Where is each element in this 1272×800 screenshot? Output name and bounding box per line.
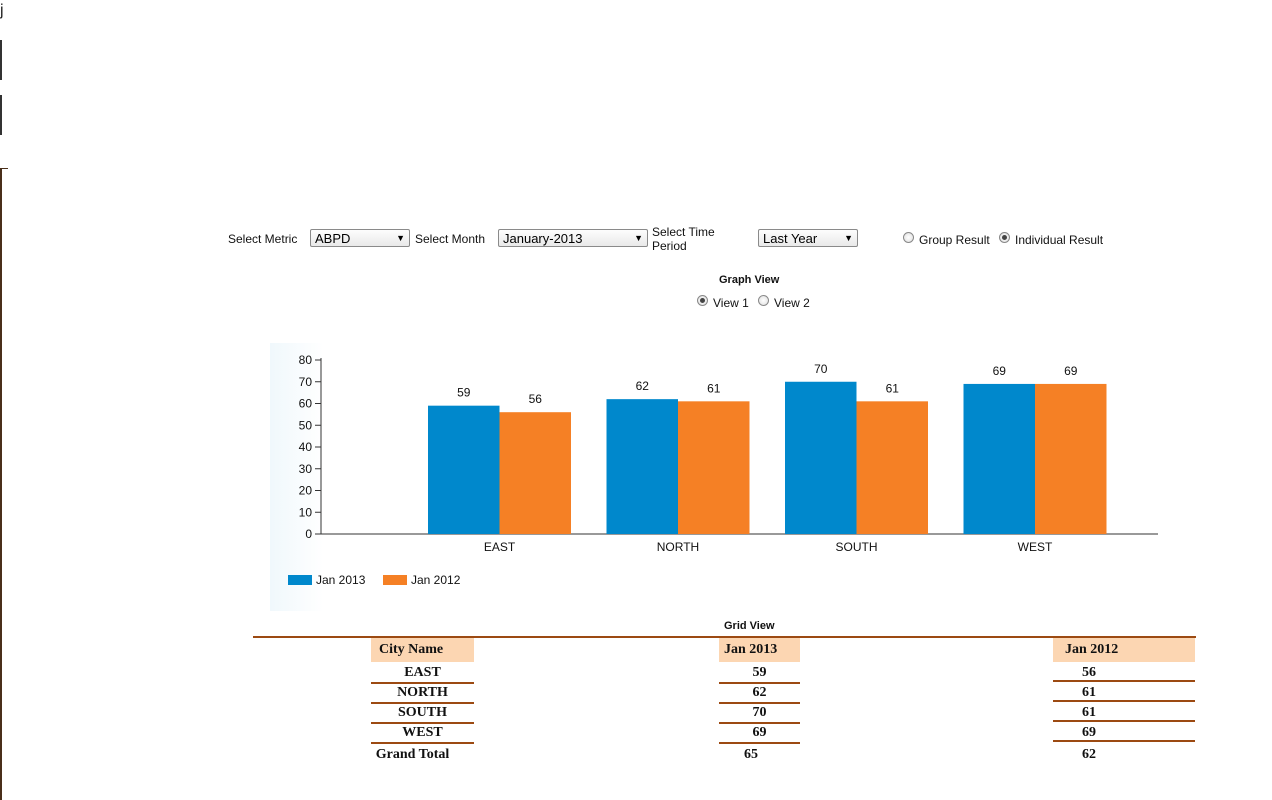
dropdown-arrow-icon: ▼ (634, 233, 643, 243)
x-category-label: NORTH (657, 540, 699, 554)
bar-value-label: 69 (1064, 364, 1078, 378)
month-label: Select Month (415, 232, 486, 246)
time-period-label-line1: Select Time (652, 225, 715, 239)
grand-total-label: Grand Total (375, 747, 450, 762)
view2-label: View 2 (774, 296, 810, 310)
bar-value-label: 61 (886, 381, 900, 395)
bar-value-label: 59 (457, 386, 471, 400)
bar (856, 401, 928, 534)
grid-cell-jan-2012: 69 (1053, 724, 1195, 742)
grid-cell-jan-2013: 59 (719, 664, 800, 684)
y-tick-label: 30 (299, 462, 313, 476)
time-period-select[interactable]: Last Year ▼ (758, 229, 858, 247)
legend-swatch-jan-2012 (383, 575, 407, 585)
y-tick-label: 0 (305, 527, 312, 541)
month-select[interactable]: January-2013 ▼ (498, 229, 648, 247)
dropdown-arrow-icon: ▼ (844, 233, 853, 243)
left-tick (0, 40, 2, 80)
graph-view-title: Graph View (719, 274, 780, 286)
group-result-radio[interactable] (903, 232, 914, 243)
grid-top-rule (253, 636, 1196, 638)
y-tick-label: 50 (299, 418, 313, 432)
x-category-label: SOUTH (836, 540, 878, 554)
x-category-label: EAST (484, 540, 516, 554)
metric-select-value: ABPD (315, 231, 351, 246)
time-period-label-line2: Period (652, 239, 687, 253)
y-tick-label: 60 (299, 397, 313, 411)
grid-cell-city: SOUTH (371, 704, 474, 724)
y-tick-label: 20 (299, 484, 313, 498)
grid-header-jan-2013: Jan 2013 (719, 638, 800, 662)
month-select-value: January-2013 (503, 231, 583, 246)
grid-cell-city: NORTH (371, 684, 474, 704)
view1-label: View 1 (713, 296, 749, 310)
time-period-select-value: Last Year (763, 231, 818, 246)
bar-value-label: 70 (814, 362, 828, 376)
grid-cell-jan-2012: 61 (1053, 704, 1195, 722)
y-tick-label: 10 (299, 505, 313, 519)
y-tick-label: 40 (299, 440, 313, 454)
bar (428, 405, 500, 534)
time-period-label: Select Time Period (652, 225, 715, 253)
bar-chart: 0 10 20 30 40 50 60 70 80 59 56 EAST 62 61 NORTH 70 61 SO… (299, 353, 1158, 554)
bar (499, 412, 571, 534)
individual-result-label: Individual Result (1015, 233, 1104, 247)
grid-cell-city: EAST (371, 664, 474, 684)
group-result-label: Group Result (919, 233, 990, 247)
legend-label-jan-2012: Jan 2012 (411, 573, 461, 587)
metric-select[interactable]: ABPD ▼ (310, 229, 410, 247)
grid-view-title: Grid View (724, 620, 775, 632)
bar (785, 381, 857, 534)
view2-radio[interactable] (758, 295, 769, 306)
grid-cell-jan-2013: 62 (719, 684, 800, 704)
legend-swatch-jan-2013 (288, 575, 312, 585)
bar (606, 399, 678, 534)
bar (1035, 383, 1107, 534)
left-frame-border (0, 168, 8, 800)
grid-cell-jan-2013: 70 (719, 704, 800, 724)
bar (678, 401, 750, 534)
grid-header-city: City Name (371, 638, 474, 662)
grid-cell-jan-2012: 56 (1053, 664, 1195, 682)
bar-value-label: 56 (529, 392, 543, 406)
corner-char: j (0, 2, 4, 19)
bar-value-label: 62 (636, 379, 650, 393)
grid-cell-city: WEST (371, 724, 474, 744)
x-category-label: WEST (1018, 540, 1053, 554)
legend-label-jan-2013: Jan 2013 (316, 573, 366, 587)
grand-total-jan-2012: 62 (1082, 747, 1096, 762)
dropdown-arrow-icon: ▼ (396, 233, 405, 243)
individual-result-radio[interactable] (999, 232, 1010, 243)
view1-radio[interactable] (697, 295, 708, 306)
grid-header-jan-2012: Jan 2012 (1053, 638, 1195, 662)
left-tick (0, 95, 2, 135)
bar-value-label: 61 (707, 381, 721, 395)
bar-value-label: 69 (993, 364, 1007, 378)
grid-cell-jan-2013: 69 (719, 724, 800, 744)
grand-total-jan-2013: 65 (744, 747, 758, 762)
bar (963, 383, 1035, 534)
grid-cell-jan-2012: 61 (1053, 684, 1195, 702)
y-tick-label: 80 (299, 353, 313, 367)
metric-label: Select Metric (228, 232, 298, 246)
y-tick-label: 70 (299, 375, 313, 389)
